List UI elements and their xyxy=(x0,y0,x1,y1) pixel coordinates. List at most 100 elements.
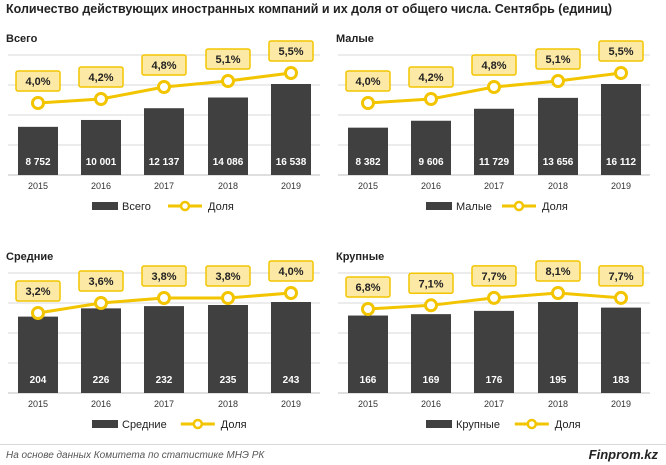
x-tick-label: 2017 xyxy=(154,181,174,191)
share-label-box xyxy=(598,265,644,287)
x-tick-label: 2017 xyxy=(484,399,504,409)
panel-title: Крупные xyxy=(336,251,384,263)
legend-line-marker xyxy=(526,418,538,430)
share-marker xyxy=(614,66,628,80)
legend-line-marker xyxy=(179,200,191,212)
share-value-label: 4,2% xyxy=(418,72,443,84)
bar xyxy=(18,126,58,175)
bar-value-label: 183 xyxy=(613,375,630,386)
share-marker xyxy=(221,74,235,88)
bar-value-label: 169 xyxy=(423,375,440,386)
x-tick-label: 2018 xyxy=(548,181,568,191)
bar xyxy=(601,84,641,175)
bar xyxy=(18,316,58,393)
source-note: На основе данных Комитета по статистике … xyxy=(6,450,265,461)
share-marker xyxy=(614,290,628,305)
x-tick-label: 2015 xyxy=(28,399,48,409)
share-marker xyxy=(424,298,438,313)
bar-value-label: 10 001 xyxy=(86,157,117,168)
bar xyxy=(538,97,578,175)
legend-line-marker xyxy=(513,200,525,212)
share-marker xyxy=(361,96,375,110)
bar-value-label: 12 137 xyxy=(149,157,180,168)
bar xyxy=(208,97,248,175)
chart-panel-2: Малые 8 382 9 606 11 729 13 656 16 112 2015 201… xyxy=(336,33,650,213)
chart-panel-4: Крупные 166 169 176 195 183 2015 2016 2017 2018 20… xyxy=(336,251,650,431)
brand-logo-text: Finprom.kz xyxy=(588,447,658,462)
share-label-box xyxy=(535,260,581,282)
legend-line-label: Доля xyxy=(221,419,247,431)
bar-value-label: 232 xyxy=(156,375,173,386)
share-label-box xyxy=(15,280,61,302)
bar-value-label: 16 538 xyxy=(276,157,307,168)
x-tick-label: 2019 xyxy=(281,399,301,409)
bar xyxy=(81,308,121,393)
share-marker xyxy=(31,96,45,110)
share-value-label: 7,7% xyxy=(481,271,506,283)
share-value-label: 3,6% xyxy=(88,276,113,288)
share-label-box xyxy=(535,48,581,70)
legend-bar-swatch xyxy=(426,202,452,210)
bar xyxy=(474,108,514,175)
x-tick-label: 2019 xyxy=(611,399,631,409)
bar-value-label: 166 xyxy=(360,375,377,386)
share-marker xyxy=(361,302,375,316)
bar xyxy=(271,302,311,393)
legend-bar-label: Средние xyxy=(122,419,167,431)
panel-title: Всего xyxy=(6,33,38,45)
share-label-box xyxy=(345,70,391,92)
bar-value-label: 16 112 xyxy=(606,157,636,168)
x-tick-label: 2016 xyxy=(91,399,111,409)
share-label-box xyxy=(141,54,187,76)
main-title: Количество действующих иностранных компа… xyxy=(6,2,613,16)
legend-bar-label: Малые xyxy=(456,201,492,213)
share-marker xyxy=(487,80,501,94)
share-marker xyxy=(94,92,108,106)
share-value-label: 4,0% xyxy=(355,76,380,88)
bar xyxy=(411,120,451,175)
x-tick-label: 2018 xyxy=(218,181,238,191)
bar xyxy=(411,314,451,393)
share-marker xyxy=(284,286,298,300)
x-tick-label: 2019 xyxy=(611,181,631,191)
share-value-label: 4,0% xyxy=(278,266,303,278)
share-value-label: 5,1% xyxy=(545,54,570,66)
share-value-label: 3,8% xyxy=(215,271,240,283)
legend-bar-swatch xyxy=(426,420,452,428)
bar-value-label: 226 xyxy=(93,375,110,386)
share-label-box xyxy=(268,260,314,282)
bar-value-label: 176 xyxy=(486,375,503,386)
bar-value-label: 11 729 xyxy=(479,157,509,168)
legend-bar-label: Всего xyxy=(122,201,151,213)
bar-value-label: 9 606 xyxy=(418,157,443,168)
legend-bar-swatch xyxy=(92,202,118,210)
bar xyxy=(538,302,578,393)
bar xyxy=(348,315,388,393)
x-tick-label: 2016 xyxy=(91,181,111,191)
bar-value-label: 204 xyxy=(30,375,47,386)
bar-value-label: 235 xyxy=(220,375,237,386)
bar xyxy=(208,304,248,393)
x-tick-label: 2017 xyxy=(484,181,504,191)
share-marker xyxy=(551,74,565,88)
share-marker xyxy=(551,286,565,300)
share-label-box xyxy=(345,276,391,298)
x-tick-label: 2015 xyxy=(358,181,378,191)
panel-title: Малые xyxy=(336,33,374,45)
bar-value-label: 8 382 xyxy=(355,157,380,168)
share-value-label: 5,5% xyxy=(278,46,303,58)
bar-value-label: 243 xyxy=(283,375,300,386)
share-value-label: 3,8% xyxy=(151,271,176,283)
charts-canvas: Всего 8 752 10 001 12 137 14 086 16 538 2015 20… xyxy=(6,33,650,431)
share-label-box xyxy=(205,265,251,287)
share-value-label: 5,5% xyxy=(608,46,633,58)
legend-line-label: Доля xyxy=(555,419,581,431)
share-label-box xyxy=(598,40,644,62)
bar-value-label: 14 086 xyxy=(213,157,244,168)
bar xyxy=(144,108,184,175)
x-tick-label: 2016 xyxy=(421,181,441,191)
share-value-label: 5,1% xyxy=(215,54,240,66)
share-label-box xyxy=(268,40,314,62)
legend-line-label: Доля xyxy=(208,201,234,213)
share-label-box xyxy=(15,70,61,92)
